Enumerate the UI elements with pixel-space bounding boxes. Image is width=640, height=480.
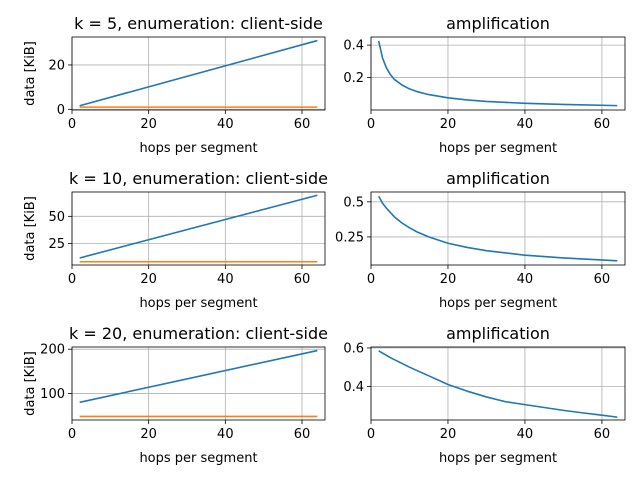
- y-tick-label: 25: [48, 237, 65, 252]
- x-tick-label: 60: [294, 427, 311, 442]
- x-tick-label: 40: [517, 117, 534, 132]
- series-line-1: [377, 40, 618, 107]
- x-tick-label: 0: [68, 272, 76, 287]
- series-line-1: [79, 194, 318, 259]
- x-tick-label: 20: [440, 272, 457, 287]
- x-tick-label: 40: [217, 427, 234, 442]
- subplot-title: k = 20, enumeration: client-side: [69, 324, 328, 343]
- x-tick-label: 40: [217, 117, 234, 132]
- x-tick-label: 60: [294, 272, 311, 287]
- y-axis-label: data [KiB]: [23, 41, 38, 106]
- x-tick-label: 20: [140, 272, 157, 287]
- series-line-1: [79, 39, 318, 107]
- y-tick-label: 0.25: [335, 230, 364, 245]
- x-axis-label: hops per segment: [439, 141, 557, 156]
- y-tick-label: 0.4: [343, 39, 364, 54]
- subplot-2: 0 20 40 60 0.2 0.4 amplification hops per segme…: [343, 14, 626, 156]
- axes-frame: [370, 346, 626, 421]
- x-tick-label: 0: [367, 427, 375, 442]
- x-tick-label: 20: [440, 117, 457, 132]
- subplot-3: 0 20 40 60 25 50 k = 10, enumeration: client-s…: [23, 169, 328, 311]
- x-tick-label: 0: [68, 427, 76, 442]
- subplot-title: amplification: [446, 169, 550, 188]
- series-line-1: [378, 350, 618, 418]
- axes-frame: [370, 191, 626, 266]
- x-tick-label: 60: [594, 272, 611, 287]
- x-tick-label: 60: [594, 427, 611, 442]
- x-axis-label: hops per segment: [139, 451, 257, 466]
- subplot-5: 0 20 40 60 100 200 k = 20, enumeration: client…: [23, 324, 328, 466]
- subplot-4: 0 20 40 60 0.25 0.5 amplification hops per segm…: [335, 169, 626, 311]
- axes-frame: [71, 346, 326, 421]
- x-axis-label: hops per segment: [439, 296, 557, 311]
- x-axis-label: hops per segment: [139, 141, 257, 156]
- x-tick-label: 0: [367, 272, 375, 287]
- y-tick-label: 20: [48, 58, 65, 73]
- y-tick-label: 0.4: [343, 380, 364, 395]
- subplot-title: amplification: [446, 14, 550, 33]
- x-axis-label: hops per segment: [139, 296, 257, 311]
- x-tick-label: 20: [140, 427, 157, 442]
- x-tick-label: 20: [140, 117, 157, 132]
- axes-frame: [71, 191, 326, 266]
- x-tick-label: 60: [594, 117, 611, 132]
- series-line-1: [377, 195, 618, 262]
- y-tick-label: 100: [40, 387, 65, 402]
- x-tick-label: 20: [440, 427, 457, 442]
- subplot-title: k = 10, enumeration: client-side: [69, 169, 328, 188]
- y-tick-label: 0.6: [343, 341, 364, 356]
- x-tick-label: 40: [517, 427, 534, 442]
- axes-frame: [71, 36, 326, 111]
- y-tick-label: 200: [40, 343, 65, 358]
- y-tick-label: 0: [57, 103, 65, 118]
- x-tick-label: 40: [217, 272, 234, 287]
- x-tick-label: 40: [517, 272, 534, 287]
- subplot-6: 0 20 40 60 0.4 0.6 amplification hops per segme…: [343, 324, 626, 466]
- y-axis-label: data [KiB]: [23, 351, 38, 416]
- series-line-1: [79, 349, 318, 404]
- subplot-title: amplification: [446, 324, 550, 343]
- subplot-title: k = 5, enumeration: client-side: [74, 14, 323, 33]
- x-tick-label: 0: [367, 117, 375, 132]
- y-axis-label: data [KiB]: [23, 196, 38, 261]
- x-tick-label: 60: [294, 117, 311, 132]
- y-tick-label: 0.2: [343, 71, 364, 86]
- y-tick-label: 0.5: [343, 195, 364, 210]
- x-tick-label: 0: [68, 117, 76, 132]
- y-tick-label: 50: [48, 210, 65, 225]
- axes-frame: [370, 36, 626, 111]
- x-axis-label: hops per segment: [439, 451, 557, 466]
- subplot-1: 0 20 40 60 0 20 k = 5, enumeration: client-sid…: [23, 14, 326, 156]
